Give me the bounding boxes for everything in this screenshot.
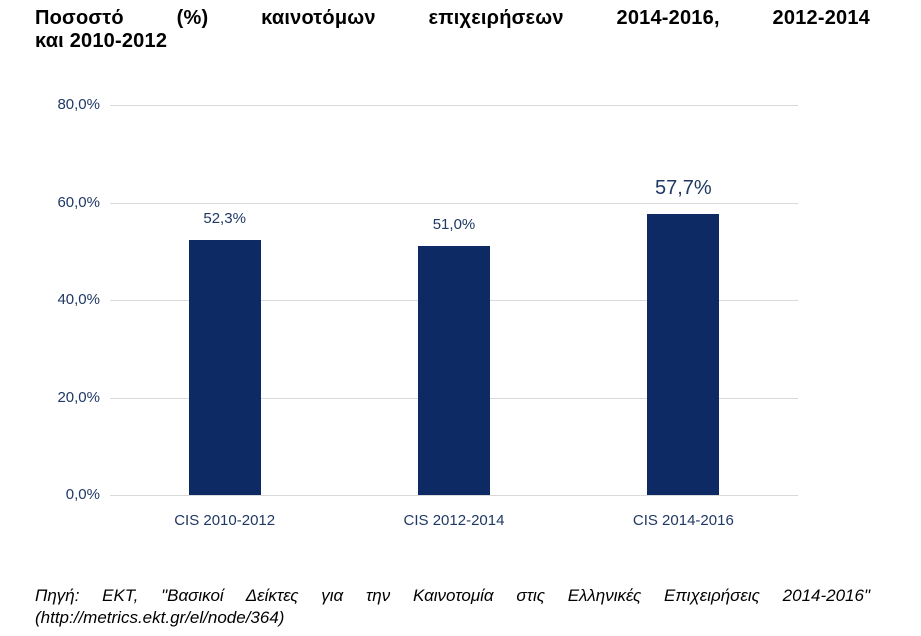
source-note: Πηγή: ΕΚΤ, "Βασικοί Δείκτες για την Καιν… — [35, 585, 870, 629]
page-title-line2: και 2010-2012 — [35, 30, 168, 52]
value-label-cis-2014-2016: 57,7% — [654, 176, 712, 199]
x-axis-tick-label-cis-2014-2016: CIS 2014-2016 — [632, 512, 734, 529]
bar-cis-2014-2016 — [647, 213, 720, 495]
gridline-60 — [110, 202, 798, 204]
value-label-cis-2010-2012: 52,3% — [203, 210, 246, 228]
y-axis-tick-label: 20,0% — [57, 388, 100, 406]
source-note-line2: (http://metrics.ekt.gr/el/node/364) — [35, 608, 285, 627]
x-axis-tick-label-cis-2010-2012: CIS 2010-2012 — [174, 512, 276, 529]
source-note-line1: Πηγή: ΕΚΤ, "Βασικοί Δείκτες για την Καιν… — [35, 586, 870, 605]
bar-chart: 0,0% 20,0% 40,0% 60,0% 80,0% 52,3% CIS 2010-20… — [0, 85, 921, 545]
page-title-line1: Ποσοστό (%) καινοτόμων επιχειρήσεων 2014… — [35, 7, 870, 29]
bar-cis-2012-2014 — [418, 246, 490, 495]
y-axis-tick-label: 0,0% — [65, 486, 100, 503]
bar-cis-2010-2012 — [188, 240, 261, 495]
page-title: Ποσοστό (%) καινοτόμων επιχειρήσεων 2014… — [35, 7, 870, 53]
x-axis-tick-label-cis-2012-2014: CIS 2012-2014 — [403, 512, 505, 529]
value-label-cis-2012-2014: 51,0% — [432, 216, 476, 234]
y-axis-tick-label: 60,0% — [57, 193, 100, 211]
gridline-80 — [110, 105, 798, 106]
y-axis-tick-label: 80,0% — [57, 96, 100, 113]
y-axis-tick-label: 40,0% — [57, 291, 100, 308]
gridline-0 — [110, 495, 798, 496]
